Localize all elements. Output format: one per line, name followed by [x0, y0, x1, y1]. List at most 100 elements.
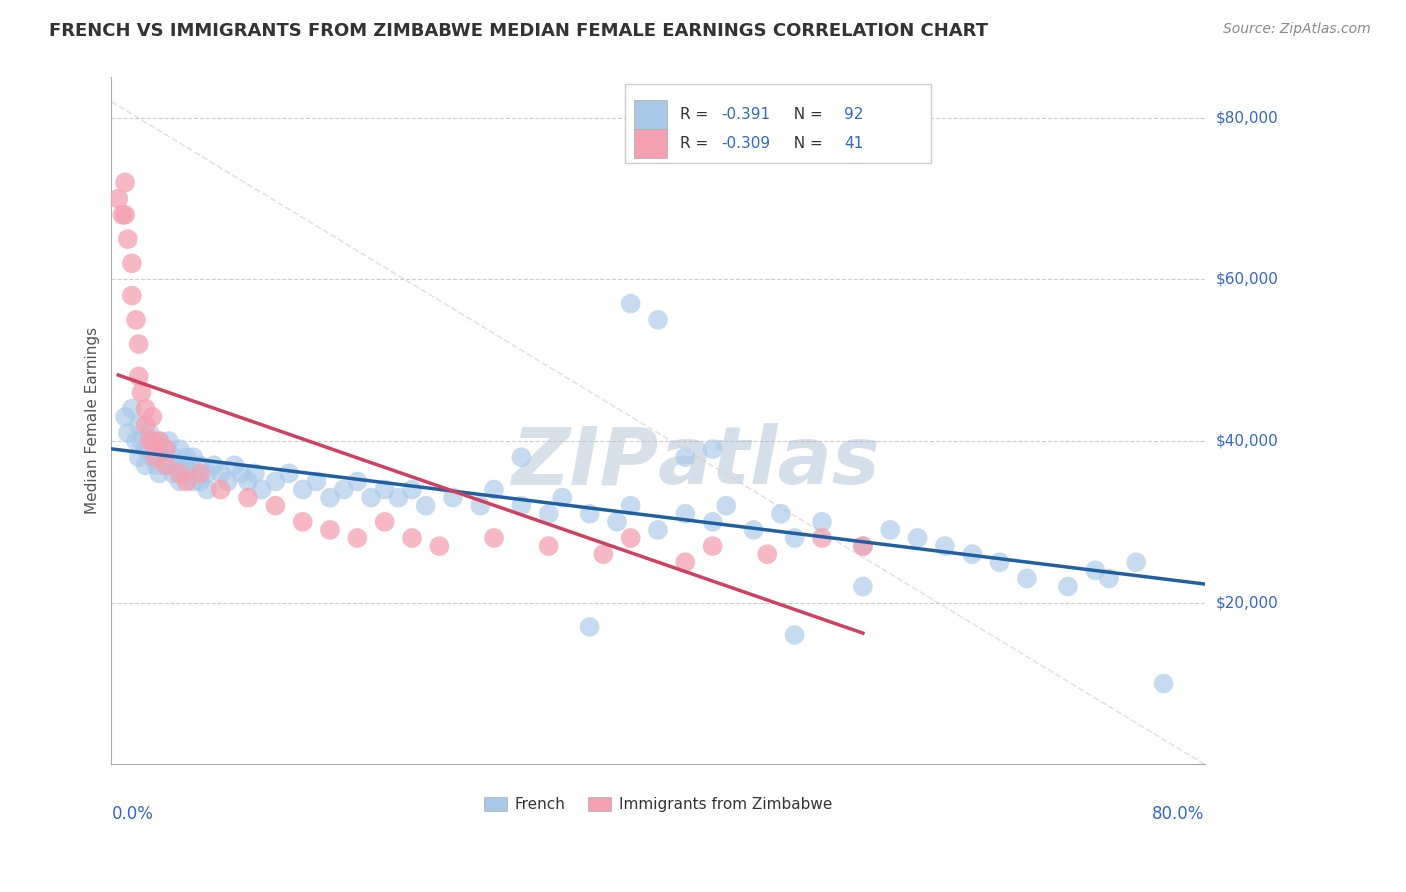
Point: [620, 296, 643, 310]
Point: [852, 539, 875, 553]
Point: [155, 442, 177, 457]
Text: 0.0%: 0.0%: [111, 805, 153, 823]
Text: $20,000: $20,000: [1216, 595, 1278, 610]
Point: [128, 369, 150, 384]
Point: [988, 555, 1011, 569]
Point: [195, 483, 218, 497]
Point: [107, 192, 129, 206]
Point: [578, 620, 600, 634]
Point: [374, 515, 396, 529]
Point: [1098, 571, 1121, 585]
Y-axis label: Median Female Earnings: Median Female Earnings: [86, 327, 100, 515]
Point: [209, 467, 232, 481]
Point: [769, 507, 792, 521]
Point: [155, 458, 177, 473]
Point: [148, 434, 170, 448]
Bar: [626, 85, 931, 163]
Point: [783, 628, 806, 642]
Point: [264, 475, 287, 489]
Point: [172, 458, 194, 473]
Point: [427, 539, 450, 553]
Point: [537, 507, 560, 521]
Point: [183, 475, 205, 489]
Point: [934, 539, 956, 553]
Point: [195, 467, 218, 481]
Point: [121, 401, 143, 416]
Text: atlas: atlas: [658, 423, 880, 501]
Point: [141, 409, 163, 424]
Point: [166, 458, 188, 473]
Point: [131, 434, 153, 448]
Point: [202, 458, 225, 473]
Point: [188, 475, 211, 489]
Point: [114, 208, 136, 222]
Point: [117, 232, 139, 246]
Point: [121, 256, 143, 270]
Point: [374, 483, 396, 497]
Point: [155, 458, 177, 473]
Point: [673, 450, 696, 465]
Point: [482, 531, 505, 545]
Point: [510, 450, 533, 465]
Point: [157, 434, 180, 448]
Point: [960, 547, 983, 561]
Point: [138, 434, 160, 448]
Point: [852, 539, 875, 553]
Point: [811, 515, 834, 529]
Point: [224, 458, 246, 473]
Point: [647, 313, 669, 327]
Bar: [634, 129, 666, 158]
Point: [716, 499, 738, 513]
Point: [291, 483, 314, 497]
Text: 41: 41: [844, 136, 863, 151]
Text: R =: R =: [681, 136, 713, 151]
Point: [401, 531, 423, 545]
Point: [346, 531, 368, 545]
Point: [125, 434, 148, 448]
Point: [162, 467, 184, 481]
Point: [169, 442, 191, 457]
Point: [387, 491, 409, 505]
Legend: French, Immigrants from Zimbabwe: French, Immigrants from Zimbabwe: [478, 791, 838, 819]
Point: [143, 450, 166, 465]
Point: [135, 417, 157, 432]
Point: [702, 539, 724, 553]
Point: [742, 523, 765, 537]
Point: [236, 475, 259, 489]
Point: [250, 483, 273, 497]
Point: [141, 450, 163, 465]
Point: [135, 458, 157, 473]
Point: [141, 434, 163, 448]
Point: [217, 475, 239, 489]
Text: ZIP: ZIP: [510, 423, 658, 501]
Point: [578, 507, 600, 521]
Text: N =: N =: [783, 136, 827, 151]
Point: [121, 288, 143, 302]
Point: [135, 401, 157, 416]
Point: [332, 483, 354, 497]
Point: [128, 450, 150, 465]
Point: [278, 467, 301, 481]
Point: [138, 425, 160, 440]
Point: [482, 483, 505, 497]
Point: [537, 539, 560, 553]
Point: [183, 450, 205, 465]
Point: [111, 208, 134, 222]
Point: [180, 458, 202, 473]
Point: [117, 425, 139, 440]
Point: [360, 491, 382, 505]
Point: [143, 442, 166, 457]
Point: [125, 313, 148, 327]
Point: [319, 523, 342, 537]
Point: [852, 580, 875, 594]
Text: R =: R =: [681, 107, 713, 122]
Point: [346, 475, 368, 489]
Point: [155, 442, 177, 457]
Point: [811, 531, 834, 545]
Point: [236, 491, 259, 505]
Point: [141, 434, 163, 448]
Point: [148, 467, 170, 481]
Point: [470, 499, 492, 513]
Point: [1125, 555, 1147, 569]
Point: [169, 475, 191, 489]
